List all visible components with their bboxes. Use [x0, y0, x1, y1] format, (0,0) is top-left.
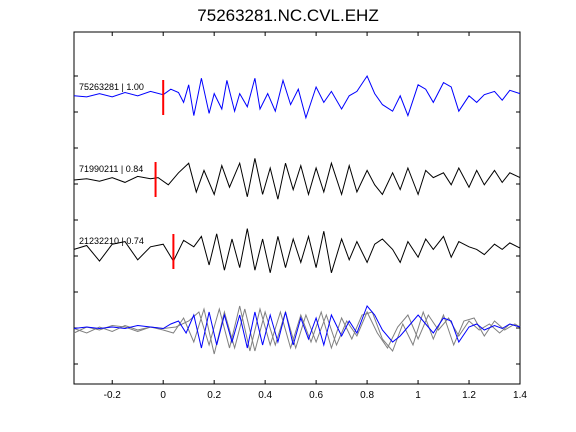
x-tick-label: 0.4 — [258, 390, 272, 401]
x-tick-label: 0.2 — [207, 390, 221, 401]
trace-line — [73, 74, 521, 120]
overlay-blue-line — [73, 305, 521, 349]
x-axis: -0.2 0 0.2 0.4 0.6 0.8 1 1.2 1.4 — [104, 32, 527, 401]
trace-label: 71990211 | 0.84 — [79, 164, 143, 174]
trace-label: 75263281 | 1.00 — [79, 82, 144, 92]
trace-line — [73, 228, 521, 273]
x-tick-label: 1.2 — [462, 390, 476, 401]
y-tick-marks — [74, 75, 520, 365]
x-tick-label: 0.8 — [360, 390, 374, 401]
axes-frame — [73, 31, 521, 385]
x-tick-label: -0.2 — [104, 390, 122, 401]
overlay-gray-line — [73, 307, 521, 355]
x-tick-label: 0.6 — [309, 390, 323, 401]
trace-line — [73, 158, 521, 200]
x-tick-label: 0 — [160, 390, 166, 401]
trace-label: 21232210 | 0.74 — [79, 236, 144, 246]
x-tick-label: 1.4 — [513, 390, 527, 401]
overlay-group — [73, 305, 521, 355]
trace-group: 75263281 | 1.00 71990211 | 0.84 21232210 |… — [73, 74, 521, 273]
x-tick-label: 1 — [415, 390, 421, 401]
chart-title: 75263281.NC.CVL.EHZ — [197, 6, 379, 25]
